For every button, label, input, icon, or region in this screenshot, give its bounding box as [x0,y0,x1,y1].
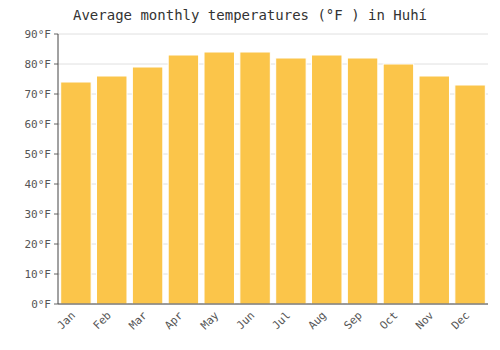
y-axis-line [58,34,59,304]
bar [97,76,127,304]
y-tick-label: 20°F [25,238,52,251]
y-tick-label: 50°F [25,148,52,161]
y-tick-label: 10°F [25,268,52,281]
x-axis-line [58,304,488,305]
grid-line [58,304,488,305]
y-axis: 0°F 10°F 20°F 30°F 40°F 50°F 60°F 70°F 80°F 90°F [25,28,59,311]
bar [61,82,91,304]
y-tick [54,214,58,215]
bar [240,52,270,304]
y-tick-label: 90°F [25,28,52,41]
chart-title: Average monthly temperatures (°F ) in Hu… [73,7,427,23]
x-tick-label: Dec [449,309,472,332]
y-tick-label: 30°F [25,208,52,221]
bar [204,52,234,304]
x-tick-label: Nov [413,309,437,333]
y-tick [54,304,58,305]
x-tick-label: Apr [162,309,186,333]
grid-line [58,64,488,65]
x-tick-label: May [198,309,222,333]
x-tick-label: Feb [91,309,114,332]
grid [58,34,488,304]
x-tick-label: Aug [306,309,329,332]
y-tick [54,274,58,275]
y-tick-label: 80°F [25,58,52,71]
y-tick-label: 70°F [25,88,52,101]
bar [455,85,485,304]
chart-svg: Average monthly temperatures (°F ) in Hu… [0,0,500,350]
y-tick [54,94,58,95]
x-tick-label: Jul [270,309,293,332]
bar [312,55,342,304]
bar [132,67,162,304]
bars [61,52,486,304]
bar [419,76,449,304]
y-tick [54,64,58,65]
y-tick [54,124,58,125]
chart-container: Average monthly temperatures (°F ) in Hu… [0,0,500,350]
x-tick-label: Jun [234,309,257,332]
grid-line [58,34,488,35]
x-tick-label: Sep [341,309,364,332]
x-tick-label: Oct [377,309,400,332]
x-tick-label: Jan [55,309,78,332]
y-tick [54,154,58,155]
bar [168,55,198,304]
bar [276,58,306,304]
y-tick-label: 60°F [25,118,52,131]
y-tick [54,244,58,245]
y-tick-label: 40°F [25,178,52,191]
bar [383,64,413,304]
bar [347,58,377,304]
x-tick-label: Mar [126,309,150,333]
y-tick-label: 0°F [31,298,51,311]
y-tick [54,184,58,185]
y-tick [54,34,58,35]
x-axis: Jan Feb Mar Apr May Jun Jul Aug Sep Oct Nov Dec [55,309,472,333]
